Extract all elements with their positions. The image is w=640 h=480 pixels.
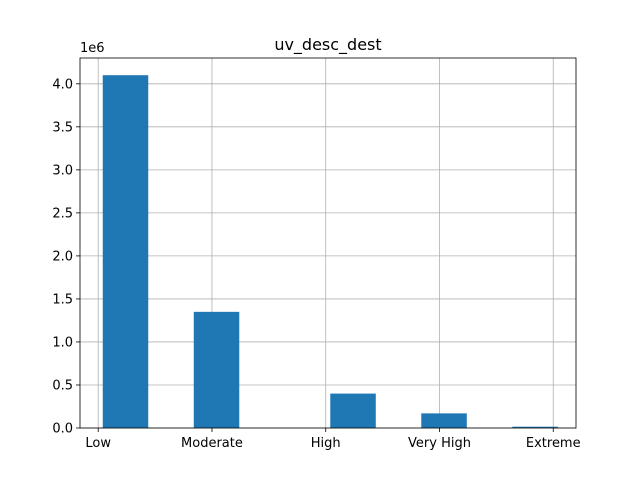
y-tick-label: 2.0 xyxy=(52,249,73,264)
y-tick-label: 4.0 xyxy=(52,77,73,92)
bar-moderate xyxy=(193,311,240,428)
bar-low xyxy=(102,75,149,429)
bars xyxy=(102,75,558,429)
plot-frame xyxy=(79,57,577,429)
y-tick-label: 3.5 xyxy=(52,120,73,135)
x-tick-label: Very High xyxy=(408,436,471,451)
bar-very-high xyxy=(421,413,467,428)
chart-title: uv_desc_dest xyxy=(274,35,381,55)
x-tick-label: Extreme xyxy=(526,436,581,451)
y-tick-label: 1.0 xyxy=(52,335,73,350)
grid xyxy=(80,58,576,429)
bar-extreme xyxy=(512,426,558,428)
x-tick-label: Moderate xyxy=(181,436,243,451)
y-tick-label: 0.0 xyxy=(52,422,73,437)
y-tick-label: 1.5 xyxy=(52,292,73,307)
axes: 0.0 0.5 1.0 1.5 2.0 2.5 3.0 3.5 4.0 Low Moderate Hi… xyxy=(52,57,581,451)
bar-high xyxy=(330,393,376,428)
y-offset-label: 1e6 xyxy=(80,41,105,56)
y-tick-label: 2.5 xyxy=(52,206,73,221)
y-tick-label: 3.0 xyxy=(52,163,73,178)
y-tick-label: 0.5 xyxy=(52,378,73,393)
x-tick-label: High xyxy=(311,436,341,451)
x-tick-label: Low xyxy=(85,436,111,451)
